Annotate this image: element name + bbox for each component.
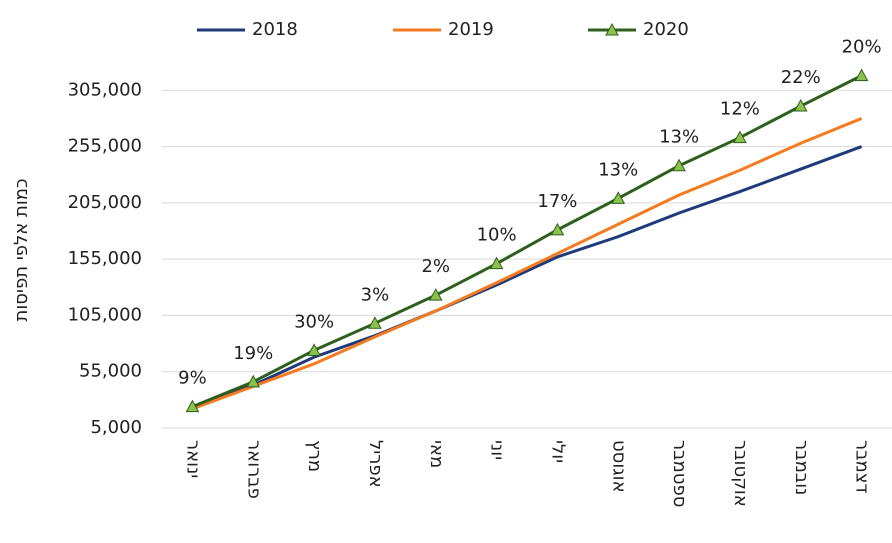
line xyxy=(191,145,863,409)
x-tick-label: יוני xyxy=(487,440,508,460)
data-label: 30% xyxy=(294,311,334,332)
x-tick-label: יולי xyxy=(547,440,568,463)
x-tick-label: ספטמבר xyxy=(669,440,690,507)
marker xyxy=(368,316,382,329)
data-label: 17% xyxy=(537,191,577,212)
y-tick-label: 255,000 xyxy=(68,136,142,157)
legend-marker xyxy=(605,22,619,36)
data-label: 19% xyxy=(233,343,273,364)
marker xyxy=(793,99,808,112)
data-label: 3% xyxy=(361,284,390,305)
data-label: 2% xyxy=(421,256,450,277)
marker xyxy=(550,222,565,236)
y-tick-label: 305,000 xyxy=(68,79,142,100)
line xyxy=(191,117,863,411)
x-tick-label: דצמבר xyxy=(852,440,873,493)
y-tick-label: 5,000 xyxy=(90,417,142,438)
y-tick-label: 155,000 xyxy=(68,248,142,269)
x-tick-label: נובמבר xyxy=(791,440,812,495)
x-tick-label: ינואר xyxy=(182,440,203,478)
marker xyxy=(307,343,321,356)
x-tick-label: אפריל xyxy=(365,440,386,488)
marker xyxy=(611,191,626,204)
data-label: 9% xyxy=(178,368,207,389)
data-label: 13% xyxy=(598,159,638,180)
legend-label: 2019 xyxy=(448,19,494,40)
x-tick-label: פברואר xyxy=(243,440,264,499)
data-label: 12% xyxy=(720,99,760,120)
y-axis-title: כמות אלפי תפיסות xyxy=(11,179,32,322)
data-label: 20% xyxy=(842,37,882,58)
y-tick-label: 205,000 xyxy=(68,192,142,213)
data-label: 13% xyxy=(659,127,699,148)
legend-label: 2020 xyxy=(643,19,689,40)
marker xyxy=(854,68,869,82)
marker xyxy=(246,374,261,388)
y-tick-label: 55,000 xyxy=(79,361,142,382)
y-tick-label: 105,000 xyxy=(68,304,142,325)
marker xyxy=(185,399,200,413)
x-tick-label: מרץ xyxy=(304,440,325,472)
marker xyxy=(733,130,747,144)
marker xyxy=(489,256,504,270)
marker xyxy=(428,288,443,301)
x-tick-label: אוגוסט xyxy=(608,440,629,493)
data-label: 22% xyxy=(781,67,821,88)
legend-label: 2018 xyxy=(252,19,298,40)
x-tick-label: מאי xyxy=(426,440,447,468)
line xyxy=(191,74,863,409)
data-label: 10% xyxy=(477,225,517,246)
x-tick-label: אוקטובר xyxy=(730,440,751,507)
marker xyxy=(672,158,686,172)
